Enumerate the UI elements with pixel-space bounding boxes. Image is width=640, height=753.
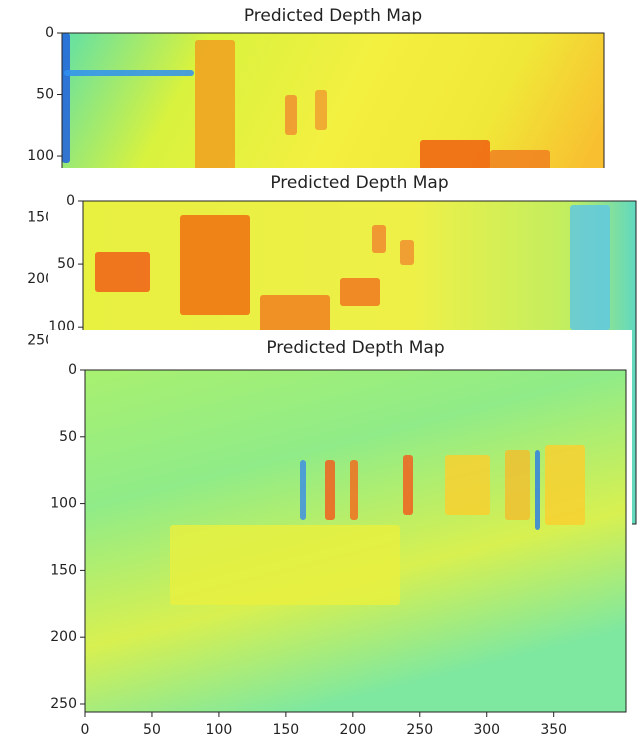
x-tick-label: 350 [540,722,567,738]
y-tick-label: 0 [66,193,75,209]
depth-region [445,455,490,515]
depth-region [95,252,150,292]
depth-region [350,460,358,520]
x-tick-label: 300 [473,722,500,738]
chart-title: Predicted Depth Map [244,6,422,26]
y-tick-label: 200 [50,629,77,645]
chart-title: Predicted Depth Map [270,173,448,193]
depth-region [64,70,194,76]
depth-region [570,205,610,330]
depth-region [400,240,414,265]
y-tick-label: 50 [59,429,77,445]
depth-region [490,150,550,170]
depth-region [170,525,400,605]
y-tick-label: 0 [45,25,54,41]
y-tick-label: 100 [50,496,77,512]
x-tick-label: 250 [406,722,433,738]
depth-region [535,450,540,530]
y-tick-label: 100 [27,148,54,164]
y-tick-label: 250 [50,696,77,712]
chart-title: Predicted Depth Map [266,338,444,358]
y-tick-label: 50 [57,256,75,272]
depth-region [325,460,335,520]
x-tick-label: 150 [272,722,299,738]
depth-region [372,225,386,253]
depth-region [403,455,413,515]
y-tick-label: 0 [68,362,77,378]
y-tick-label: 150 [50,562,77,578]
depth-region [62,33,70,163]
screenshot: Predicted Depth Map 0 50 100 150 200 250 Predic… [0,0,640,749]
depth-region [260,295,330,335]
x-tick-label: 100 [206,722,233,738]
y-tick-label: 50 [36,87,54,103]
depth-image [85,370,626,712]
depth-region [300,460,306,520]
depth-region [195,40,235,170]
depth-region [340,278,380,306]
depth-region [180,215,250,315]
depth-region [285,95,297,135]
depth-region [505,450,530,520]
x-tick-label: 50 [143,722,161,738]
depth-region [545,445,585,525]
depth-region [315,90,327,130]
x-tick-label: 0 [81,722,90,738]
x-tick-label: 200 [339,722,366,738]
depth-region [420,140,490,170]
